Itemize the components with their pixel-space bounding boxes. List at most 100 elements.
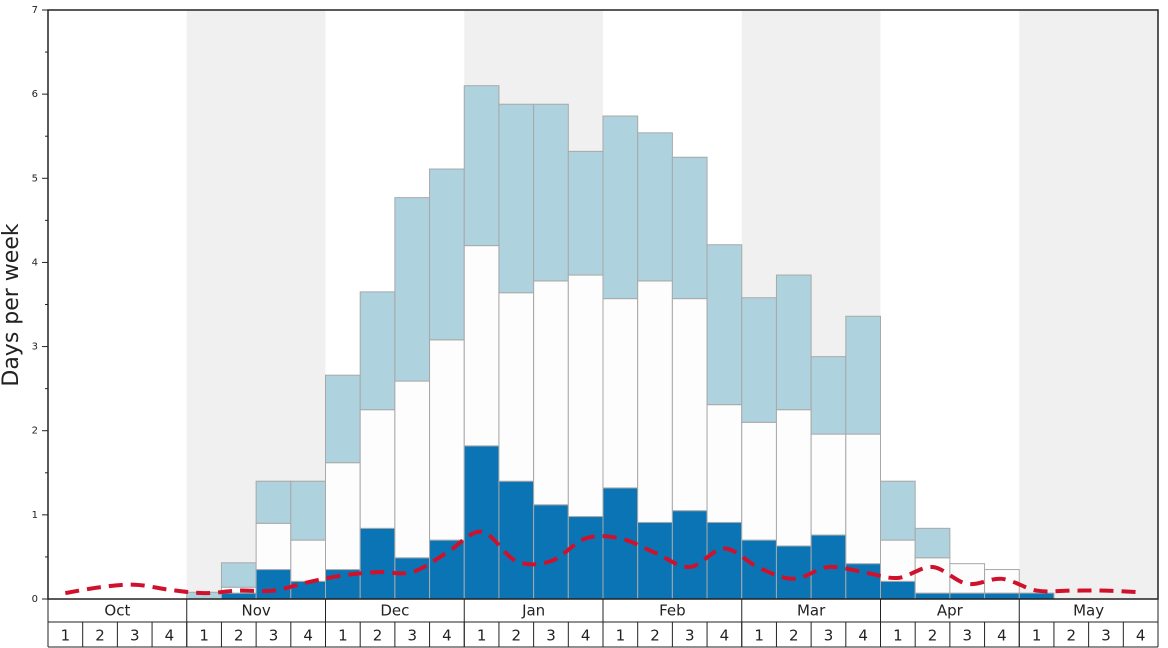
bar-segment xyxy=(949,592,986,600)
x-tick-label: 2 xyxy=(234,627,244,645)
bar-segment xyxy=(810,356,847,435)
bar-segment xyxy=(394,380,431,559)
x-tick-label: 1 xyxy=(616,627,626,645)
bar-segment xyxy=(220,592,257,600)
y-tick-label: 4 xyxy=(32,257,38,268)
bar-segment xyxy=(533,504,569,600)
x-tick-label: 4 xyxy=(581,627,591,645)
month-label: Apr xyxy=(937,602,964,620)
x-tick-label: 4 xyxy=(442,627,452,645)
bar-segment xyxy=(914,527,951,559)
bar-segment xyxy=(498,480,535,600)
bar-segment xyxy=(498,292,535,482)
bar-segment xyxy=(1018,592,1055,600)
x-tick-label: 1 xyxy=(1032,627,1042,645)
bar-segment xyxy=(325,374,361,464)
bar-segment xyxy=(359,527,396,600)
y-tick-label: 0 xyxy=(32,594,38,605)
bar-segment xyxy=(671,298,708,512)
bar-segment xyxy=(741,539,777,600)
x-tick-label: 3 xyxy=(130,627,140,645)
bar-segment xyxy=(498,103,535,294)
bar-segment xyxy=(359,409,396,529)
x-tick-label: 3 xyxy=(269,627,279,645)
bar-segment xyxy=(290,539,326,582)
month-shade xyxy=(1019,10,1158,599)
bar-segment xyxy=(602,115,639,300)
y-tick-label: 2 xyxy=(32,426,38,437)
bar-segment xyxy=(984,592,1020,600)
bar-segment xyxy=(914,592,951,600)
bar-segment xyxy=(637,280,673,523)
x-tick-label: 1 xyxy=(199,627,209,645)
bar-segment xyxy=(429,539,465,600)
bar-segment xyxy=(567,274,604,518)
bar-segment xyxy=(775,274,812,411)
bar-segment xyxy=(706,244,743,406)
bar-segment xyxy=(880,480,916,541)
x-tick-label: 4 xyxy=(165,627,175,645)
bar-segment xyxy=(533,103,569,282)
month-label: Mar xyxy=(797,602,826,620)
bar-segment xyxy=(394,557,431,600)
x-tick-label: 1 xyxy=(338,627,348,645)
bar-segment xyxy=(463,245,500,447)
bar-segment xyxy=(429,168,465,341)
month-label: Oct xyxy=(104,602,130,620)
bar-segment xyxy=(706,404,743,523)
bar-segment xyxy=(775,409,812,547)
bar-segment xyxy=(880,580,916,600)
bar-segment xyxy=(325,462,361,571)
bar-segment xyxy=(741,297,777,423)
month-label: Jan xyxy=(521,602,545,620)
x-tick-label: 3 xyxy=(546,627,556,645)
bar-segment xyxy=(741,421,777,541)
x-tick-label: 4 xyxy=(720,627,730,645)
month-label: Nov xyxy=(241,602,270,620)
bar-segment xyxy=(880,539,916,582)
bar-segment xyxy=(290,480,326,541)
x-tick-label: 3 xyxy=(824,627,834,645)
x-tick-label: 1 xyxy=(477,627,487,645)
bar-segment xyxy=(706,521,743,600)
bar-segment xyxy=(845,315,881,435)
x-tick-label: 4 xyxy=(1136,627,1146,645)
bar-segment xyxy=(463,85,500,247)
x-tick-label: 1 xyxy=(893,627,903,645)
x-tick-label: 2 xyxy=(512,627,522,645)
bar-segment xyxy=(255,522,292,571)
x-tick-label: 3 xyxy=(1101,627,1111,645)
average-line xyxy=(65,529,1141,596)
bar-segment xyxy=(637,132,673,282)
y-tick-label: 7 xyxy=(32,5,38,16)
x-tick-label: 3 xyxy=(962,627,972,645)
x-tick-label: 4 xyxy=(997,627,1007,645)
bar-segment xyxy=(845,563,881,600)
bar-segment xyxy=(914,557,951,594)
bar-segment xyxy=(602,298,639,489)
bar-segment xyxy=(567,516,604,600)
x-tick-label: 2 xyxy=(95,627,105,645)
bar-segment xyxy=(429,339,465,541)
bar-segment xyxy=(255,569,292,600)
bar-segment xyxy=(810,433,847,536)
bar-segment xyxy=(984,569,1020,594)
y-tick-label: 1 xyxy=(32,510,38,521)
x-tick-label: 2 xyxy=(650,627,660,645)
x-tick-label: 1 xyxy=(61,627,71,645)
x-tick-label: 2 xyxy=(373,627,383,645)
x-tick-label: 2 xyxy=(1067,627,1077,645)
bar-segment xyxy=(220,562,257,588)
x-tick-label: 4 xyxy=(303,627,313,645)
bar-segment xyxy=(394,197,431,382)
x-tick-label: 3 xyxy=(685,627,695,645)
x-tick-label: 1 xyxy=(754,627,764,645)
y-axis-label: Days per week xyxy=(0,223,24,386)
month-label: Feb xyxy=(659,602,686,620)
x-tick-label: 3 xyxy=(407,627,417,645)
x-tick-label: 2 xyxy=(789,627,799,645)
bar-segment xyxy=(567,150,604,276)
bar-segment xyxy=(255,480,292,524)
bar-segment xyxy=(775,545,812,600)
